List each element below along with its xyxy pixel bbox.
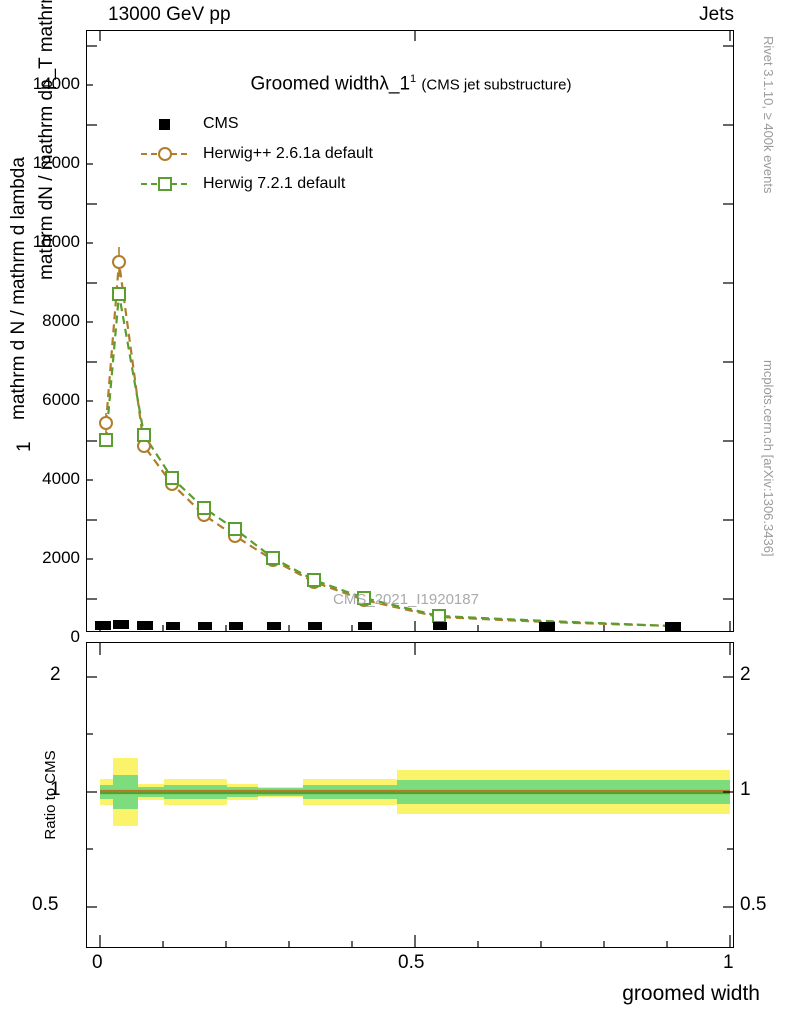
legend-marker-cms [139,114,193,134]
rivet-version-label: Rivet 3.1.10, ≥ 400k events [761,36,776,194]
right-annotations: Rivet 3.1.10, ≥ 400k events mcplots.cern… [736,0,782,1024]
x-tick-label-05: 0.5 [398,952,425,973]
series-markers-cms [95,620,681,631]
series-line-herwigpp [104,261,673,628]
legend: CMS Herwig++ 2.6.1a default [139,109,373,199]
mcplots-reference-label: mcplots.cern.ch [arXiv:1306.3436] [761,360,776,557]
ratio-y-ticks-left [87,676,97,908]
legend-item-herwig7: Herwig 7.2.1 default [139,169,373,199]
y-tick-label-12000: 12000 [32,153,80,172]
legend-label-herwigpp: Herwig++ 2.6.1a default [203,145,373,162]
chart-header: 13000 GeV pp Jets [0,0,786,30]
ratio-plot-panel [86,642,734,948]
legend-label-cms: CMS [203,115,239,132]
y-tick-label-10000: 10000 [32,232,80,251]
ratio-plot-data [87,643,733,947]
plot-title-sup: 1 [410,73,417,85]
y-axis-title-part1: mathrm d N / mathrm d lambda [8,157,29,420]
series-line-herwig7 [104,293,673,628]
main-plot-panel: Groomed widthλ_11 (CMS jet substructure)… [86,30,734,632]
ratio-y-tick-1-left: 1 [50,779,61,800]
plot-title-symbol: λ_1 [379,73,411,95]
legend-label-herwig7: Herwig 7.2.1 default [203,175,346,192]
ratio-y-ticks-right [723,676,733,908]
analysis-id-watermark: CMS_2021_I1920187 [333,591,479,608]
x-axis-title: groomed width [622,982,760,1005]
category-label: Jets [699,4,734,25]
legend-marker-herwigpp [139,144,193,164]
ratio-x-ticks [99,643,731,947]
plot-title-subtitle: (CMS jet substructure) [421,76,572,94]
ratio-y-tick-2-left: 2 [50,664,61,685]
legend-item-cms: CMS [139,109,373,139]
series-markers-herwig7 [99,287,446,623]
plot-title: Groomed widthλ_11 (CMS jet substructure) [87,73,735,95]
x-tick-label-1: 1 [723,952,734,973]
main-plot-data [87,31,733,631]
ratio-y-tick-05-left: 0.5 [32,894,59,915]
ratio-y-axis-title: Ratio to CMS [42,750,59,840]
y-axis-ticks-right [723,45,733,600]
x-tick-label-0: 0 [92,952,103,973]
y-tick-label-6000: 6000 [42,390,80,409]
ratio-y-tick-2-right: 2 [740,664,751,685]
ratio-y-tick-1-right: 1 [740,779,751,800]
y-tick-label-2000: 2000 [42,548,80,567]
ratio-y-tick-05-right: 0.5 [740,894,767,915]
legend-marker-herwig7 [139,174,193,194]
y-tick-label-0: 0 [70,627,80,646]
y-tick-label-4000: 4000 [42,469,80,488]
y-axis-title-fraction-numerator: 1 [14,441,35,452]
plot-title-text: Groomed width [250,73,380,95]
y-axis-ticks-left [87,45,97,600]
y-tick-label-8000: 8000 [42,311,80,330]
x-axis-ticks-top [99,31,731,41]
legend-item-herwigpp: Herwig++ 2.6.1a default [139,139,373,169]
series-markers-herwigpp [99,255,445,623]
y-tick-label-14000: 14000 [32,74,80,93]
x-axis-ticks-bottom [99,621,731,631]
beam-energy-label: 13000 GeV pp [108,4,231,25]
